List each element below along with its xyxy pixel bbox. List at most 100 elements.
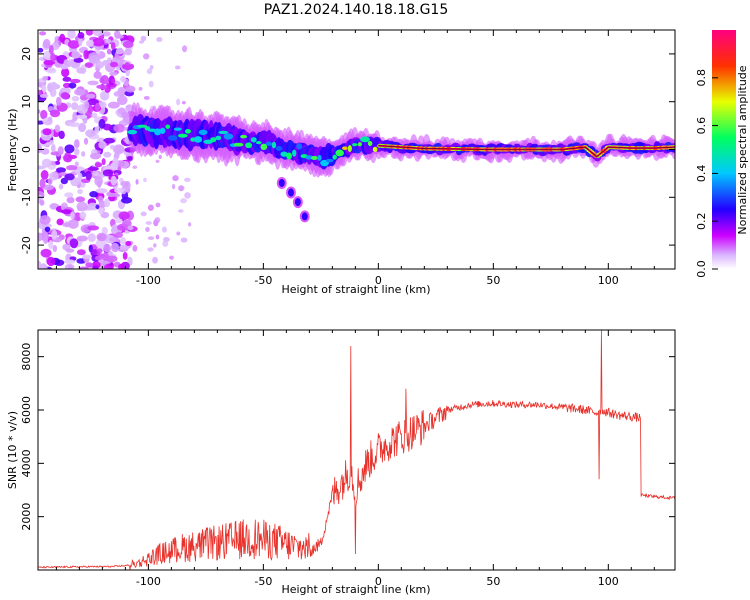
ridge-core	[210, 137, 217, 143]
noise-blob	[71, 95, 80, 102]
noise-blob	[115, 34, 124, 39]
noise-blob	[79, 211, 87, 220]
ridge-core	[275, 146, 283, 151]
ridge-core	[177, 133, 188, 138]
noise-blob	[120, 180, 130, 187]
ridge-core	[167, 135, 178, 141]
noise-blob	[124, 48, 133, 56]
noise-blob	[109, 144, 115, 150]
noise-blob	[177, 185, 185, 192]
snr-x-axis-label: Height of straight line (km)	[281, 583, 430, 596]
noise-blob	[95, 204, 100, 210]
snr-y-tick-label: 6000	[20, 396, 33, 424]
noise-blob	[46, 256, 56, 267]
spectrogram-y-tick-label: 20	[20, 47, 33, 61]
noise-blob	[87, 98, 99, 106]
noise-blob	[158, 154, 162, 160]
noise-blob	[110, 42, 116, 50]
colorbar-label: Normalized spectral amplitude	[736, 65, 749, 234]
noise-blob	[78, 266, 89, 269]
noise-blob	[52, 244, 58, 252]
ridge-core	[342, 146, 348, 151]
ridge-core	[153, 128, 162, 136]
ridge-core	[325, 158, 334, 163]
noise-blob	[64, 263, 75, 269]
noise-blob	[40, 170, 49, 180]
ridge-core	[311, 155, 318, 161]
snr-x-tick-label: -100	[136, 575, 161, 588]
noise-blob	[38, 165, 46, 170]
noise-blob	[87, 225, 100, 231]
ridge-core	[292, 149, 297, 157]
noise-blob	[103, 264, 111, 269]
noise-blob	[84, 100, 90, 109]
ridge-core	[198, 129, 208, 136]
noise-blob	[64, 192, 74, 198]
noise-blob	[64, 173, 75, 181]
noise-blob	[101, 158, 106, 166]
noise-blob	[96, 247, 103, 254]
noise-blob	[124, 85, 136, 93]
noise-blob	[64, 144, 75, 154]
noise-blob	[176, 98, 181, 106]
noise-blob	[120, 76, 127, 83]
noise-blob	[93, 71, 102, 79]
noise-blob	[162, 240, 169, 247]
noise-blob	[67, 219, 79, 229]
noise-blob	[64, 259, 76, 265]
noise-blob	[176, 231, 181, 236]
noise-blob	[42, 38, 51, 49]
noise-blob	[149, 65, 154, 70]
colorbar-tick-label: 0.8	[695, 69, 708, 87]
noise-blob	[109, 237, 120, 242]
noise-blob	[43, 60, 56, 66]
noise-blob	[91, 112, 98, 119]
noise-blob	[40, 248, 52, 258]
noise-blob	[113, 123, 126, 133]
noise-blob	[182, 45, 188, 53]
noise-blob	[118, 211, 130, 220]
noise-blob	[110, 242, 120, 253]
noise-blob	[174, 65, 181, 70]
snr-series-line	[38, 330, 675, 570]
noise-blob	[75, 196, 86, 203]
snr-plot-area	[38, 330, 675, 570]
noise-blob	[116, 95, 128, 106]
noise-blob	[38, 47, 44, 53]
noise-blob	[98, 118, 106, 129]
noise-blob	[152, 256, 158, 264]
noise-blob	[120, 237, 127, 245]
ridge-core	[296, 143, 303, 150]
noise-blob	[102, 252, 109, 261]
noise-blob	[89, 152, 102, 160]
noise-blob	[66, 165, 78, 171]
noise-blob	[42, 184, 55, 191]
noise-blob	[100, 74, 109, 85]
branch-blob	[287, 188, 294, 197]
ridge-core	[260, 143, 268, 151]
ridge-core	[372, 146, 378, 152]
noise-blob	[172, 175, 179, 182]
spectrogram-y-tick-label: -20	[20, 236, 33, 254]
snr-y-tick-label: 4000	[20, 449, 33, 477]
ridge-core	[173, 127, 182, 131]
ridge-core	[215, 135, 222, 141]
noise-blob	[63, 154, 73, 163]
noise-blob	[84, 62, 94, 68]
snr-y-axis-label: SNR (10 * v/v)	[6, 411, 19, 489]
noise-blob	[66, 196, 75, 204]
noise-blob	[39, 31, 47, 36]
noise-blob	[127, 156, 133, 161]
noise-blob	[155, 202, 161, 208]
noise-blob	[121, 112, 130, 119]
branch-blob	[301, 212, 308, 221]
noise-blob	[115, 47, 124, 55]
noise-blob	[119, 244, 130, 251]
noise-blob	[117, 166, 122, 171]
noise-blob	[110, 175, 117, 186]
ridge-core	[250, 137, 257, 143]
branch-blob	[294, 198, 301, 207]
noise-blob	[112, 157, 119, 168]
noise-blob	[122, 40, 134, 49]
